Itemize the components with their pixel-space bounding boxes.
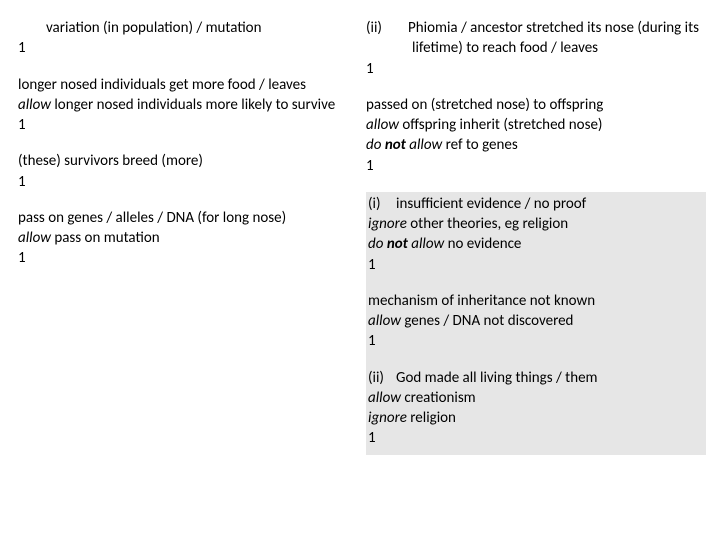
right-b2-l3: do not allow ref to genes [366, 135, 706, 155]
left-b2-l2-pre: allow [18, 96, 51, 114]
right-b2-l2-txt: offspring inherit (stretched nose) [399, 116, 603, 134]
s1-l1: (i)insufficient evidence / no proof [368, 194, 702, 214]
s1-l2-txt: other theories, eg religion [407, 215, 568, 233]
s3-l2: allow creationism [368, 388, 702, 408]
s2-l2-txt: genes / DNA not discovered [401, 312, 574, 330]
s1-txt: insufficient evidence / no proof [396, 195, 586, 213]
left-b2-mark: 1 [18, 115, 354, 135]
s1-l2: ignore other theories, eg religion [368, 214, 702, 234]
right-b2-mark: 1 [366, 156, 706, 176]
right-b2-l3-pre1: do [366, 136, 385, 154]
s1-mark: 1 [368, 255, 702, 275]
left-b1-text: variation (in population) / mutation [46, 19, 261, 37]
shaded-region: (i)insufficient evidence / no proof igno… [366, 192, 706, 455]
right-b1-line: (ii) Phiomia / ancestor stretched its nos… [366, 18, 706, 59]
s3-num: (ii) [368, 368, 396, 388]
s2-l1: mechanism of inheritance not known [368, 291, 702, 311]
s3-l2-txt: creationism [401, 389, 476, 407]
right-b2-l3-bold: not [385, 136, 406, 154]
left-b4-l1: pass on genes / alleles / DNA (for long … [18, 208, 354, 228]
s1-num: (i) [368, 194, 396, 214]
left-column: (i)variation (in population) / mutation … [18, 18, 362, 530]
right-block-2: passed on (stretched nose) to offspring … [366, 95, 706, 176]
left-b3-mark: 1 [18, 172, 354, 192]
s1-l3-pre2: allow [408, 235, 444, 253]
shaded-block-1: (i)insufficient evidence / no proof igno… [368, 194, 702, 275]
shaded-block-2: mechanism of inheritance not known allow… [368, 291, 702, 352]
left-b2-l2-txt: longer nosed individuals more likely to … [51, 96, 335, 114]
s1-l2-pre: ignore [368, 215, 407, 233]
left-block-1: (i)variation (in population) / mutation … [18, 18, 354, 59]
right-b2-l2: allow offspring inherit (stretched nose) [366, 115, 706, 135]
s3-l1: (ii)God made all living things / them [368, 368, 702, 388]
s3-txt: God made all living things / them [396, 369, 598, 387]
s3-l3-pre: ignore [368, 409, 407, 427]
left-block-4: pass on genes / alleles / DNA (for long … [18, 208, 354, 269]
left-b4-l2: allow pass on mutation [18, 228, 354, 248]
left-b2-l1: longer nosed individuals get more food /… [18, 75, 354, 95]
right-b2-l2-pre: allow [366, 116, 399, 134]
page-container: (i)variation (in population) / mutation … [0, 0, 720, 540]
right-b2-l3-pre2: allow [406, 136, 442, 154]
left-b1-num: (i) [18, 18, 46, 38]
s1-l3: do not allow no evidence [368, 234, 702, 254]
s3-l3: ignore religion [368, 408, 702, 428]
left-block-3: (these) survivors breed (more) 1 [18, 151, 354, 192]
right-b1-num: (ii) [366, 18, 394, 38]
left-b4-mark: 1 [18, 248, 354, 268]
right-b2-l1: passed on (stretched nose) to offspring [366, 95, 706, 115]
right-b1-mark: 1 [366, 59, 706, 79]
s1-l3-bold: not [387, 235, 408, 253]
s1-l3-pre1: do [368, 235, 387, 253]
left-b2-l2: allow longer nosed individuals more like… [18, 95, 354, 115]
shaded-block-3: (ii)God made all living things / them al… [368, 368, 702, 449]
s3-l3-txt: religion [407, 409, 456, 427]
left-block-2: longer nosed individuals get more food /… [18, 75, 354, 136]
s3-l2-pre: allow [368, 389, 401, 407]
left-b1-mark: 1 [18, 38, 354, 58]
s1-l3-txt: no evidence [444, 235, 521, 253]
s3-mark: 1 [368, 428, 702, 448]
left-b1-line: (i)variation (in population) / mutation [18, 18, 354, 38]
right-b1-text: Phiomia / ancestor stretched its nose (d… [408, 19, 699, 57]
s2-l2-pre: allow [368, 312, 401, 330]
right-block-1: (ii) Phiomia / ancestor stretched its nos… [366, 18, 706, 79]
left-b4-l2-pre: allow [18, 229, 51, 247]
left-b3-l1: (these) survivors breed (more) [18, 151, 354, 171]
right-column: (ii) Phiomia / ancestor stretched its nos… [362, 18, 706, 530]
s2-mark: 1 [368, 331, 702, 351]
right-b2-l3-txt: ref to genes [442, 136, 518, 154]
left-b4-l2-txt: pass on mutation [51, 229, 160, 247]
s2-l2: allow genes / DNA not discovered [368, 311, 702, 331]
